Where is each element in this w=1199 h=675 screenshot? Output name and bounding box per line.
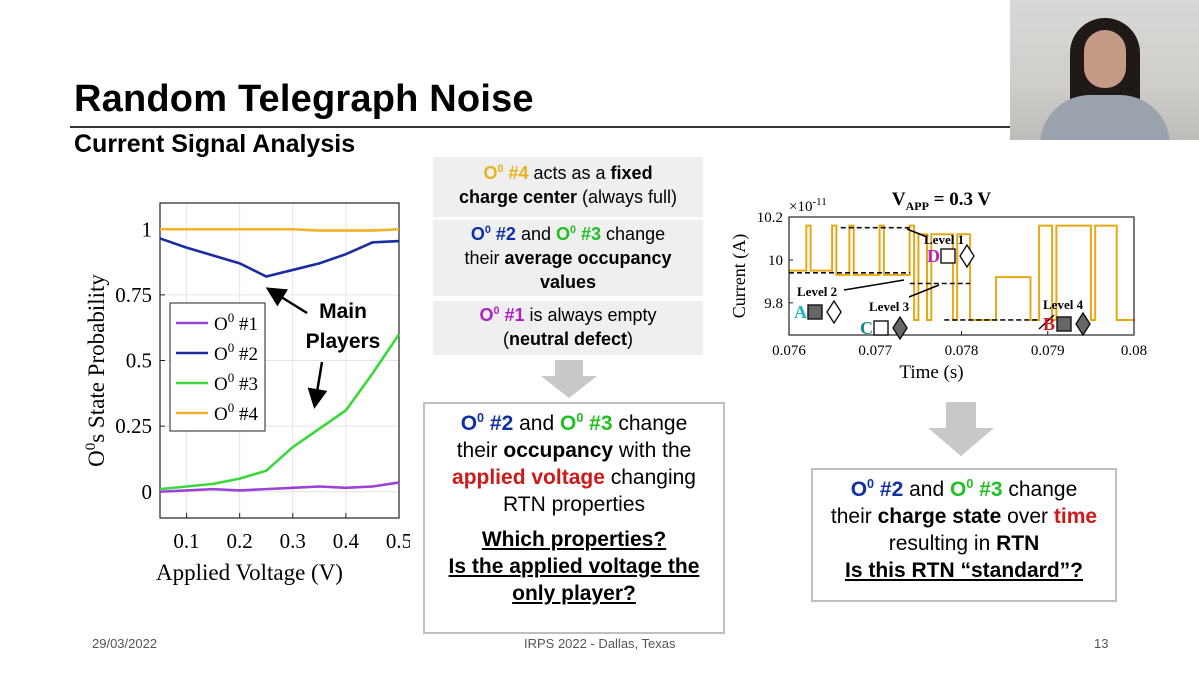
state-b-square-icon bbox=[1056, 316, 1072, 332]
level-1-pointer bbox=[906, 228, 928, 238]
level-4-pointer bbox=[1038, 314, 1055, 330]
state-d-letter: D bbox=[927, 246, 940, 266]
y-tick-label: 0.25 bbox=[115, 414, 152, 438]
annotation-arrow bbox=[265, 287, 308, 315]
x-tick-label: 0.2 bbox=[227, 529, 253, 553]
y-tick-label: 0.75 bbox=[115, 283, 152, 307]
state-b-diamond-icon bbox=[1075, 311, 1091, 337]
x-axis-label: Applied Voltage (V) bbox=[156, 560, 343, 585]
annotation-arrow bbox=[307, 361, 328, 409]
level-2-pointer bbox=[843, 279, 905, 291]
y-tick-label: 0.5 bbox=[126, 349, 152, 373]
state-c-diamond-icon bbox=[892, 315, 908, 341]
x-tick-label: 0.1 bbox=[173, 529, 199, 553]
state-c-letter: C bbox=[860, 318, 873, 338]
question-only-player: Is the applied voltage the bbox=[448, 555, 700, 578]
down-arrow-icon bbox=[541, 360, 597, 398]
annotation-main: Main bbox=[319, 300, 367, 323]
question-rtn-standard: Is this RTN “standard”? bbox=[844, 559, 1084, 582]
series-line bbox=[159, 333, 401, 491]
x-tick-label: 0.08 bbox=[1121, 343, 1147, 359]
x-tick-label: 0.078 bbox=[945, 343, 979, 359]
y-tick-label: 10.2 bbox=[757, 210, 783, 226]
x-axis-label: Time (s) bbox=[899, 362, 963, 383]
x-tick-label: 0.4 bbox=[333, 529, 360, 553]
rtn-current-trace-chart: VAPP = 0.3 V ×10-11 0.076 0.077 0.078 0.079 0.… bbox=[729, 189, 1147, 383]
question-which-properties: Which properties? bbox=[481, 528, 667, 551]
x-tick-label: 0.079 bbox=[1031, 343, 1065, 359]
state-c-square-icon bbox=[873, 320, 889, 336]
presenter-webcam bbox=[1010, 0, 1199, 140]
legend-entry: O0 #2 bbox=[214, 340, 258, 365]
info-box-fixed-center: O0 #4 acts as a fixed charge center (alw… bbox=[433, 157, 703, 217]
chart-title: VAPP = 0.3 V bbox=[892, 189, 992, 213]
annotation-players: Players bbox=[306, 330, 381, 353]
state-a-diamond-icon bbox=[826, 299, 842, 325]
footer-conference: IRPS 2022 - Dallas, Texas bbox=[524, 636, 676, 651]
conclusion-box-time: O0 #2 and O0 #3 change their charge stat… bbox=[811, 468, 1117, 602]
y-tick-label: 1 bbox=[142, 217, 153, 241]
state-d-diamond-icon bbox=[959, 243, 975, 269]
state-d-square-icon bbox=[940, 248, 956, 264]
webcam-body bbox=[1040, 95, 1170, 140]
info-box-average-occupancy: O0 #2 and O0 #3 change their average occ… bbox=[433, 220, 703, 296]
conclusion-box-voltage: O0 #2 and O0 #3 change their occupancy w… bbox=[423, 402, 725, 634]
y-multiplier: ×10-11 bbox=[789, 196, 827, 215]
level-3-pointer bbox=[908, 284, 940, 298]
state-a-square-icon bbox=[807, 304, 823, 320]
y-axis-label: Current (A) bbox=[729, 234, 750, 318]
page-number: 13 bbox=[1094, 636, 1109, 651]
x-tick-label: 0.3 bbox=[280, 529, 306, 553]
level-3-label: Level 3 bbox=[869, 299, 910, 314]
series-line bbox=[160, 227, 400, 232]
legend-box bbox=[169, 302, 266, 432]
y-tick-label: 9.8 bbox=[764, 296, 783, 312]
x-tick-label: 0.077 bbox=[858, 343, 892, 359]
level-1-label: Level 1 bbox=[924, 232, 964, 247]
rtn-signal-line bbox=[789, 224, 1134, 321]
webcam-face bbox=[1084, 30, 1126, 88]
footer-date: 29/03/2022 bbox=[92, 636, 158, 651]
info-box-neutral-defect: O0 #1 is always empty (neutral defect) bbox=[433, 301, 703, 355]
level-2-label: Level 2 bbox=[797, 284, 837, 299]
slide-title: Random Telegraph Noise bbox=[74, 78, 534, 120]
occupancy-probability-chart: 0.1 0.2 0.3 0.4 0.5 0 0.25 0.5 0.75 1 Applied Volt… bbox=[83, 202, 410, 585]
series-line bbox=[159, 481, 400, 494]
x-tick-label: 0.076 bbox=[772, 343, 806, 359]
y-tick-label: 0 bbox=[142, 480, 153, 504]
down-arrow-icon bbox=[928, 402, 994, 456]
legend-entry: O0 #3 bbox=[214, 370, 258, 395]
title-rule bbox=[70, 126, 1010, 128]
y-tick-label: 10 bbox=[768, 253, 783, 269]
level-4-label: Level 4 bbox=[1043, 297, 1084, 312]
state-a-letter: A bbox=[794, 302, 807, 322]
series-line bbox=[159, 237, 400, 278]
legend-entry: O0 #4 bbox=[214, 400, 258, 425]
x-tick-label: 0.5 bbox=[386, 529, 410, 553]
legend-entry: O0 #1 bbox=[214, 310, 258, 335]
state-b-letter: B bbox=[1043, 314, 1055, 334]
y-axis-label: O0s State Probability bbox=[83, 274, 109, 467]
slide-subtitle: Current Signal Analysis bbox=[74, 130, 356, 158]
